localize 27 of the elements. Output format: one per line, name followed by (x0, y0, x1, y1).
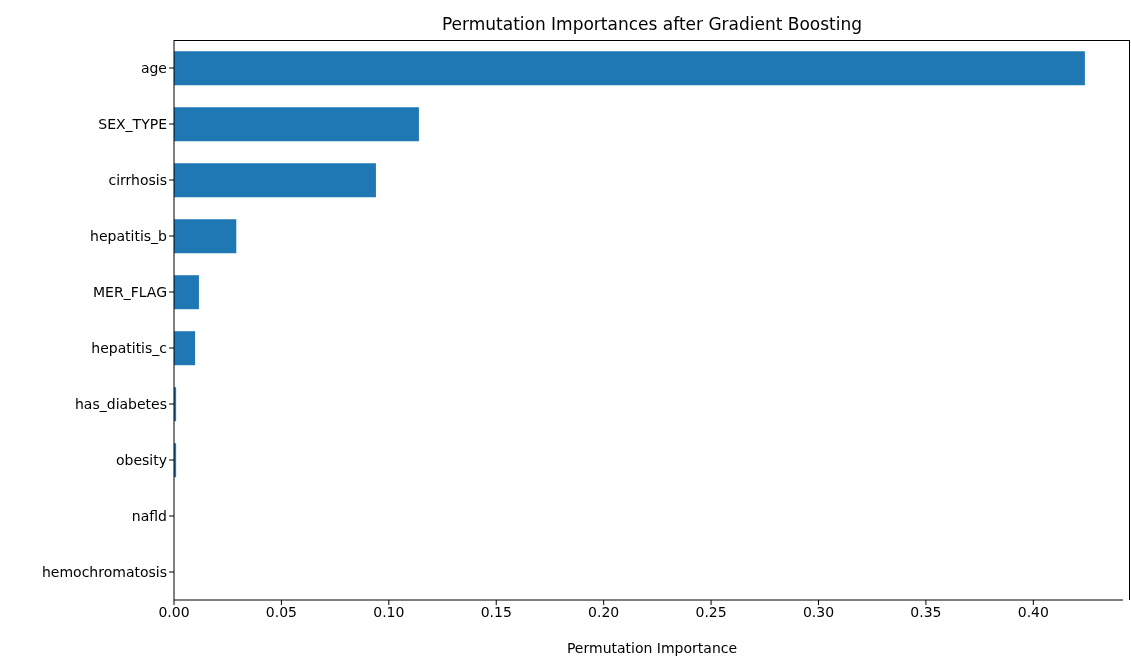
chart-title: Permutation Importances after Gradient Boosting (440, 14, 864, 34)
y-tick-label: cirrhosis (108, 171, 167, 188)
y-tick-label: SEX_TYPE (98, 115, 167, 132)
x-tick-label: 0.05 (265, 603, 297, 620)
bar (174, 51, 1085, 86)
x-tick-label: 0.30 (802, 603, 835, 620)
x-tick-label: 0.00 (158, 603, 190, 620)
bar (174, 107, 419, 142)
y-tick-label: obesity (115, 451, 167, 468)
y-tick-label: MER_FLAG (92, 283, 167, 300)
x-tick-label: 0.15 (480, 603, 512, 620)
y-tick-label: hepatitis_c (91, 339, 167, 356)
x-tick-label: 0.35 (910, 603, 942, 620)
bar (174, 275, 199, 310)
y-tick-label: age (140, 59, 167, 76)
x-tick-label: 0.20 (588, 603, 620, 620)
x-tick-label: 0.10 (373, 603, 405, 620)
y-tick-label: hepatitis_b (90, 227, 168, 244)
x-tick-label: 0.40 (1017, 603, 1049, 620)
bar (174, 219, 237, 254)
y-tick-label: nafld (131, 507, 167, 524)
bar (174, 163, 376, 198)
x-tick-label: 0.25 (695, 603, 727, 620)
y-tick-label: hemochromatosis (41, 563, 167, 580)
x-axis-title: Permutation Importance (565, 640, 739, 656)
y-tick-label: has_diabetes (75, 395, 167, 412)
bar (174, 331, 196, 366)
